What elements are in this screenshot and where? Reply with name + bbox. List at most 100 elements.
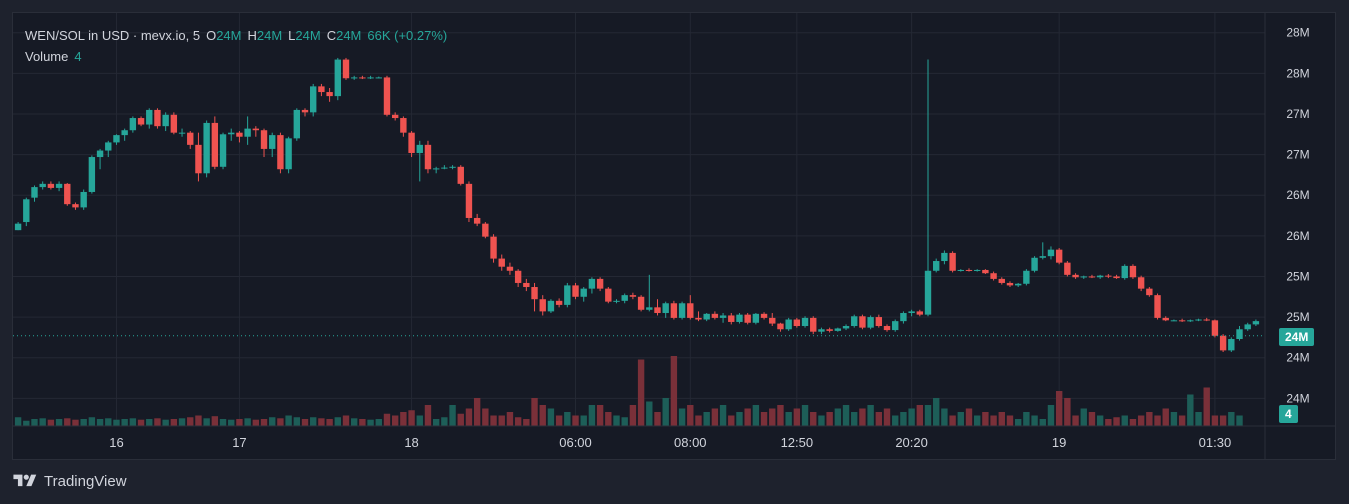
candle-body — [1039, 256, 1046, 258]
candle-body — [785, 319, 792, 330]
volume-bar — [105, 418, 112, 426]
volume-bar — [777, 405, 784, 426]
candle — [1105, 274, 1112, 279]
time-tick-label: 19 — [1052, 435, 1066, 450]
candle — [1211, 319, 1219, 338]
volume-bar — [129, 418, 137, 426]
candle — [736, 313, 743, 324]
price-tick-label: 26M — [1286, 188, 1309, 202]
volume-bar — [703, 412, 710, 426]
candle-body — [244, 128, 251, 137]
candle — [80, 189, 87, 210]
candle — [924, 59, 932, 317]
candle-body — [949, 252, 956, 271]
volume-bar — [293, 417, 301, 426]
price-tick-label: 25M — [1286, 269, 1309, 283]
volume-bar — [506, 412, 514, 426]
candle — [129, 116, 137, 133]
candle-body — [506, 266, 514, 271]
volume-bar — [1064, 398, 1071, 426]
volume-bar — [1031, 415, 1038, 426]
volume-bar — [64, 418, 71, 426]
candle-body — [572, 285, 579, 297]
volume-bar — [400, 412, 407, 426]
time-tick-label: 01:30 — [1199, 435, 1232, 450]
candle — [933, 258, 940, 273]
candle — [818, 327, 825, 335]
legend-ohlc-row: WEN/SOL in USD · mevx.io, 5 O 24M H 24M … — [25, 25, 447, 46]
candle-body — [1252, 321, 1260, 325]
legend-volume-row: Volume 4 — [25, 46, 447, 67]
candle-body — [564, 285, 571, 305]
high-value: 24M — [256, 28, 283, 43]
candle — [1170, 319, 1178, 322]
price-tick-label: 24M — [1286, 391, 1309, 405]
candle-body — [1236, 329, 1243, 340]
candle — [154, 108, 161, 129]
volume-bar — [973, 415, 981, 426]
volume-bar — [555, 415, 563, 426]
candle — [359, 75, 366, 80]
candle-body — [1244, 324, 1251, 330]
candle-body — [818, 329, 825, 332]
candle — [547, 299, 555, 314]
candle — [777, 322, 784, 332]
candle-body — [703, 313, 710, 320]
tradingview-brand[interactable]: TradingView — [44, 472, 127, 490]
volume-bar — [1228, 412, 1235, 426]
candle-body — [1080, 276, 1087, 278]
candle-body — [1055, 249, 1063, 263]
candle — [137, 116, 145, 127]
volume-bar — [14, 417, 22, 426]
volume-bar — [892, 415, 899, 426]
volume-bar — [531, 398, 538, 426]
candle — [64, 183, 71, 206]
candle-body — [170, 114, 178, 133]
candle — [121, 128, 128, 141]
candle — [883, 324, 891, 332]
candle-body — [1228, 339, 1235, 351]
volume-value: 4 — [74, 49, 82, 64]
volume-bar — [1072, 415, 1079, 426]
price-tick-label: 28M — [1286, 26, 1309, 40]
volume-bar — [424, 405, 432, 426]
low-label: L — [288, 28, 296, 43]
close-label: C — [326, 28, 337, 43]
candlestick-chart[interactable]: 28M 28M 27M 27M 26M 26M 25M 25M 24M 24M 16 17 18 06:… — [13, 13, 1335, 459]
candle — [719, 313, 727, 323]
volume-bar — [178, 418, 186, 426]
volume-bar — [1006, 415, 1014, 426]
candle — [236, 131, 243, 143]
volume-bar — [416, 415, 423, 426]
close-value: 24M — [336, 28, 362, 43]
candle — [564, 282, 571, 308]
low-value: 24M — [295, 28, 321, 43]
candle-body — [1195, 319, 1202, 321]
symbol-title[interactable]: WEN/SOL in USD · mevx.io, 5 — [25, 28, 201, 43]
candle-body — [695, 317, 702, 320]
candle-body — [924, 270, 932, 315]
change-value: 66K (+0.27%) — [367, 28, 448, 43]
time-tick-label: 16 — [109, 435, 123, 450]
candle — [998, 277, 1005, 285]
chart-panel[interactable]: 28M 28M 27M 27M 26M 26M 25M 25M 24M 24M 16 17 18 06:… — [12, 12, 1336, 460]
candle — [465, 181, 473, 223]
volume-bar — [842, 405, 850, 426]
candle — [826, 327, 833, 333]
candle-body — [137, 118, 145, 125]
tradingview-logo-icon[interactable] — [12, 472, 38, 490]
candle-body — [1170, 320, 1178, 322]
candle — [400, 116, 407, 137]
volume-label[interactable]: Volume — [25, 49, 69, 64]
candle — [1031, 256, 1038, 273]
candle-body — [1014, 283, 1022, 286]
candle — [941, 250, 948, 265]
candle — [637, 295, 645, 312]
candle-body — [908, 311, 915, 314]
candle — [531, 282, 538, 312]
volume-bar — [990, 415, 997, 426]
candle — [1154, 293, 1161, 320]
candle-body — [588, 278, 596, 289]
volume-bar — [834, 408, 842, 426]
candle-body — [23, 199, 30, 223]
